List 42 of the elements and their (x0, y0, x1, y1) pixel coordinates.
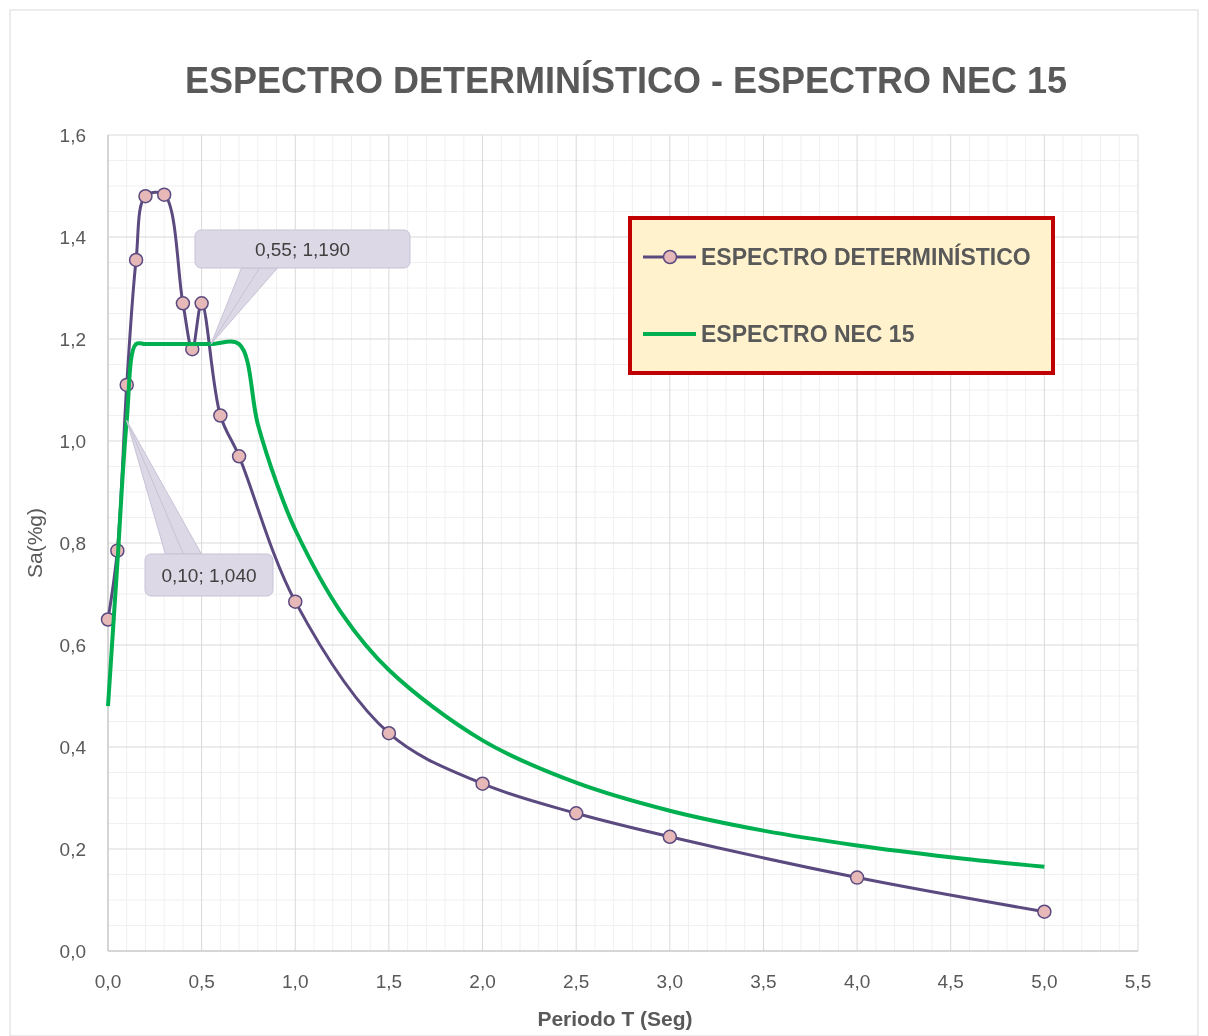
x-tick-label: 0,0 (94, 971, 122, 992)
x-tick-label: 3,5 (750, 971, 777, 992)
y-tick-label: 1,6 (59, 125, 86, 146)
point (662, 829, 678, 845)
point (128, 252, 144, 268)
y-tick-label: 0,4 (59, 737, 87, 758)
x-tick-label: 5,5 (1124, 971, 1152, 992)
y-tick-label: 0,0 (59, 941, 86, 962)
x-tick-label: 5,0 (1031, 971, 1058, 992)
legend-label: ESPECTRO DETERMINÍSTICO (701, 243, 1031, 270)
x-tick-label: 1,5 (375, 971, 403, 992)
point (175, 296, 191, 311)
point (1037, 904, 1052, 919)
x-tick-label: 3,0 (656, 971, 684, 992)
point (156, 187, 172, 202)
x-tick-label: 4,0 (843, 971, 871, 992)
x-axis-title: Periodo T (Seg) (537, 1007, 693, 1030)
y-tick-label: 1,4 (59, 227, 87, 248)
point (213, 408, 228, 423)
annotation: 0,10; 1,040 (161, 565, 257, 586)
y-tick-label: 0,2 (59, 839, 86, 860)
point (381, 725, 397, 741)
x-tick-label: 2,5 (562, 971, 590, 992)
point (231, 449, 247, 464)
legend-label: ESPECTRO NEC 15 (701, 321, 915, 347)
point (849, 870, 865, 885)
y-tick-label: 1,0 (59, 431, 86, 452)
x-tick-label: 0,5 (188, 971, 215, 992)
point (288, 594, 303, 609)
chart-title: ESPECTRO DETERMINÍSTICO - ESPECTRO NEC 15 (184, 60, 1068, 101)
point (568, 806, 584, 821)
annotation: 0,55; 1,190 (254, 239, 351, 260)
y-tick-label: 0,8 (59, 533, 86, 554)
point (138, 188, 153, 204)
point (475, 776, 490, 791)
x-tick-label: 2,0 (469, 971, 496, 992)
x-tick-label: 4,5 (937, 971, 964, 992)
point (194, 296, 209, 311)
x-tick-label: 1,0 (282, 971, 309, 992)
y-axis-title: Sa(%g) (23, 507, 46, 579)
y-tick-label: 1,2 (59, 329, 86, 350)
y-tick-label: 0,6 (59, 635, 86, 656)
